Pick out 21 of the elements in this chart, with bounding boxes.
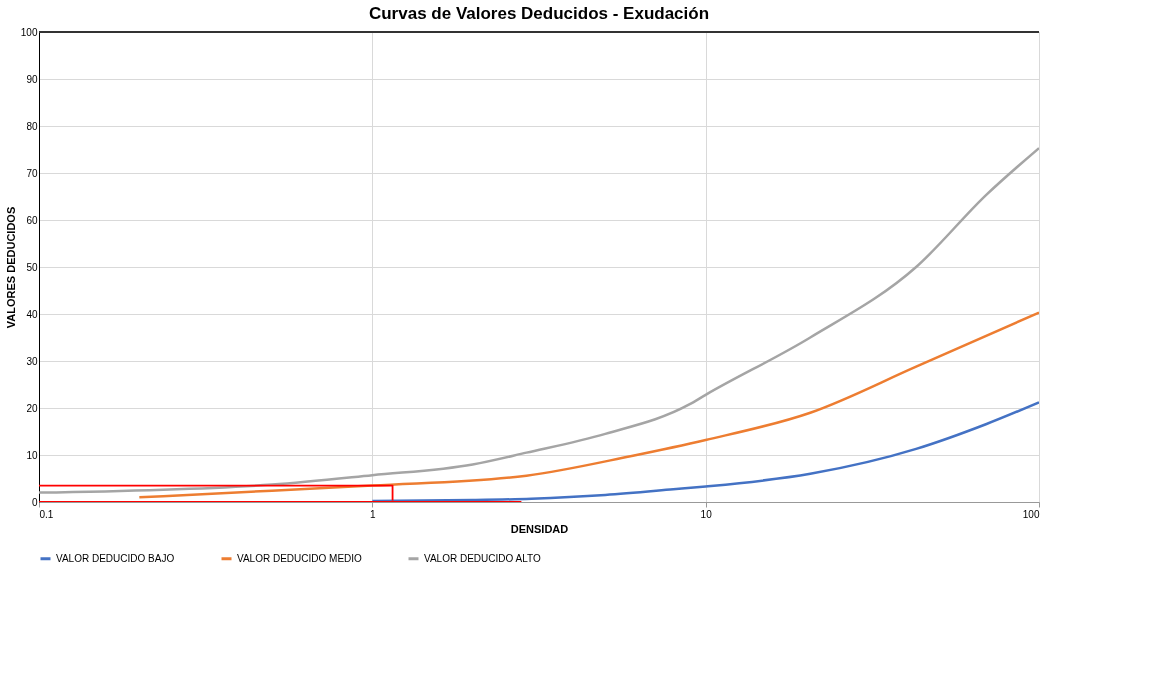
chart-title: Curvas de Valores Deducidos - Exudación (368, 4, 710, 23)
legend-label: VALOR DEDUCIDO BAJO (56, 552, 175, 564)
y-axis-title: VALORES DEDUCIDOS (4, 206, 17, 329)
legend-label: VALOR DEDUCIDO ALTO (424, 552, 541, 564)
x-tick-label: 100 (1022, 508, 1040, 520)
y-tick-label: 10 (26, 449, 38, 461)
legend-label: VALOR DEDUCIDO MEDIO (237, 552, 363, 564)
x-tick-label: 0.1 (39, 508, 54, 520)
y-tick-label: 40 (26, 308, 38, 320)
y-tick-label: 20 (26, 402, 38, 414)
y-tick-label: 70 (26, 167, 38, 179)
y-tick-label: 60 (26, 214, 38, 226)
y-tick-label: 30 (26, 355, 38, 367)
y-tick-label: 50 (26, 261, 38, 273)
y-tick-label: 0 (31, 496, 38, 508)
y-tick-label: 100 (20, 26, 38, 38)
x-axis-title: DENSIDAD (510, 522, 569, 535)
y-tick-label: 90 (26, 73, 38, 85)
x-tick-label: 1 (370, 508, 377, 520)
y-tick-label: 80 (26, 120, 38, 132)
x-tick-label: 10 (700, 508, 713, 520)
